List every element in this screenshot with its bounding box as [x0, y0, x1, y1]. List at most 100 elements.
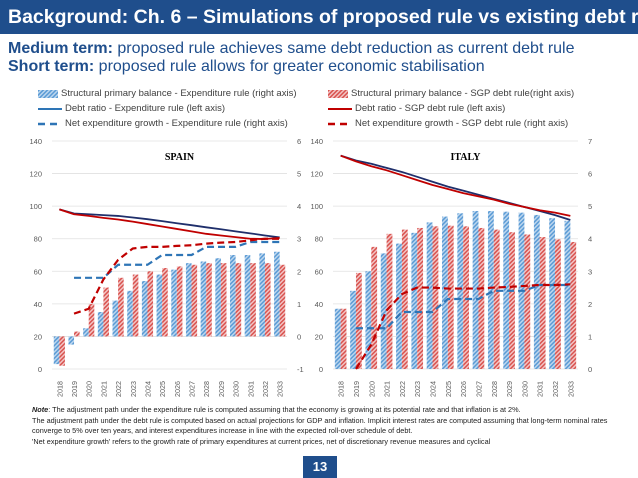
subtitle-text: proposed rule allows for greater economi…	[94, 58, 485, 75]
bar-expenditure-rule	[564, 220, 571, 369]
right-axis-tick: 2	[297, 267, 301, 276]
subtitle-lead: Medium term:	[8, 40, 113, 57]
x-axis-tick: 2024	[143, 381, 152, 397]
x-axis-tick: 2028	[490, 381, 499, 397]
legend-item-exp-debt: Debt ratio - Expenditure rule (left axis…	[38, 103, 225, 114]
subtitle-lead: Short term:	[8, 58, 95, 75]
hatched-blue-swatch-icon	[38, 89, 58, 98]
bar-sgp-rule	[250, 263, 256, 337]
legend-item-exp-bar: Structural primary balance - Expenditure…	[38, 88, 296, 99]
x-axis-tick: 2022	[398, 381, 407, 397]
bar-sgp-rule	[235, 263, 242, 337]
bar-sgp-rule	[118, 277, 124, 337]
right-axis-tick: 4	[297, 202, 301, 211]
bar-expenditure-rule	[200, 261, 207, 337]
solid-red-line-icon	[328, 107, 352, 110]
x-axis-tick: 2031	[536, 381, 545, 397]
right-axis-tick: -1	[297, 365, 304, 374]
x-axis-tick: 2033	[566, 381, 575, 397]
bar-expenditure-rule	[334, 308, 341, 369]
x-axis-tick: 2018	[337, 381, 346, 397]
bar-expenditure-rule	[171, 269, 177, 337]
bar-sgp-rule	[132, 274, 139, 337]
dashed-blue-line-icon	[38, 122, 62, 125]
left-axis-tick: 140	[29, 137, 42, 146]
right-axis-tick: 3	[588, 267, 592, 276]
x-axis-tick: 2019	[70, 381, 79, 397]
note-line: : The adjustment path under the expendit…	[48, 405, 521, 414]
right-axis-tick: 1	[588, 332, 592, 341]
legend-label: Structural primary balance - Expenditure…	[61, 88, 297, 99]
footnote: Note: The adjustment path under the expe…	[32, 405, 622, 447]
debt-line-expenditure-rule	[340, 154, 571, 221]
left-axis-tick: 20	[34, 332, 42, 341]
debt-line-sgp-rule	[59, 208, 280, 240]
x-axis-tick: 2027	[474, 381, 483, 397]
growth-dash-line-expenditure-rule	[355, 283, 571, 330]
right-axis-tick: 0	[588, 365, 592, 374]
debt-line-sgp-rule	[340, 154, 571, 217]
slide-title: Background: Ch. 6 – Simulations of propo…	[0, 0, 638, 34]
subtitle-short-term: Short term: proposed rule allows for gre…	[8, 58, 485, 76]
left-axis-tick: 0	[319, 365, 323, 374]
x-axis-tick: 2032	[261, 381, 270, 397]
x-axis-tick: 2027	[188, 381, 197, 397]
bar-expenditure-rule	[442, 216, 448, 369]
bar-expenditure-rule	[549, 218, 556, 369]
x-axis-tick: 2023	[129, 381, 138, 397]
bar-sgp-rule	[103, 287, 109, 337]
x-axis-tick: 2020	[85, 381, 94, 397]
left-axis-tick: 20	[315, 332, 323, 341]
bar-sgp-rule	[524, 234, 531, 369]
x-axis-tick: 2021	[383, 381, 392, 397]
note-line: 'Net expenditure growth' refers to the g…	[32, 436, 491, 446]
x-axis-tick: 2025	[158, 381, 167, 397]
right-axis-tick: 1	[297, 300, 301, 309]
x-axis-tick: 2023	[413, 381, 422, 397]
subtitle-medium-term: Medium term: proposed rule achieves same…	[8, 40, 575, 58]
bar-expenditure-rule	[426, 222, 433, 369]
dashed-red-line-icon	[328, 122, 352, 125]
bar-expenditure-rule	[503, 211, 510, 369]
bar-expenditure-rule	[53, 336, 60, 365]
legend-item-sgp-debt: Debt ratio - SGP debt rule (left axis)	[328, 103, 505, 114]
bar-expenditure-rule	[487, 211, 494, 369]
left-axis-tick: 40	[34, 300, 42, 309]
bar-expenditure-rule	[185, 263, 192, 337]
bar-sgp-rule	[176, 266, 183, 337]
hatched-red-swatch-icon	[328, 89, 348, 98]
right-axis-tick: 4	[588, 235, 592, 244]
right-axis-tick: 0	[297, 332, 301, 341]
bar-expenditure-rule	[350, 290, 356, 369]
bar-expenditure-rule	[97, 312, 104, 337]
growth-dash-line-sgp-rule	[355, 283, 571, 370]
left-axis-tick: 40	[315, 300, 323, 309]
bar-sgp-rule	[386, 233, 393, 369]
bar-sgp-rule	[555, 239, 561, 369]
x-axis-tick: 2018	[55, 381, 64, 397]
legend-item-sgp-bar: Structural primary balance - SGP debt ru…	[328, 88, 574, 99]
debt-line-expenditure-rule	[59, 208, 280, 239]
x-axis-tick: 2029	[217, 381, 226, 397]
bar-sgp-rule	[206, 263, 212, 337]
bar-expenditure-rule	[533, 214, 540, 369]
bar-expenditure-rule	[396, 243, 402, 369]
x-axis-tick: 2029	[505, 381, 514, 397]
left-axis-tick: 0	[38, 365, 42, 374]
x-axis-tick: 2030	[232, 381, 241, 397]
x-axis-tick: 2019	[352, 381, 361, 397]
right-axis-tick: 6	[297, 137, 301, 146]
note-line: The adjustment path under the debt rule …	[32, 415, 608, 436]
left-axis-tick: 60	[34, 267, 42, 276]
x-axis-tick: 2025	[444, 381, 453, 397]
bar-expenditure-rule	[472, 211, 479, 369]
subtitle-text: proposed rule achieves same debt reducti…	[112, 40, 575, 57]
x-axis-tick: 2026	[173, 381, 182, 397]
bar-expenditure-rule	[244, 255, 251, 337]
legend-label: Net expenditure growth - SGP debt rule (…	[355, 118, 569, 129]
legend-label: Debt ratio - SGP debt rule (left axis)	[355, 103, 506, 114]
bar-sgp-rule	[220, 263, 227, 337]
legend-item-sgp-growth: Net expenditure growth - SGP debt rule (…	[328, 118, 568, 129]
bar-expenditure-rule	[274, 251, 280, 337]
